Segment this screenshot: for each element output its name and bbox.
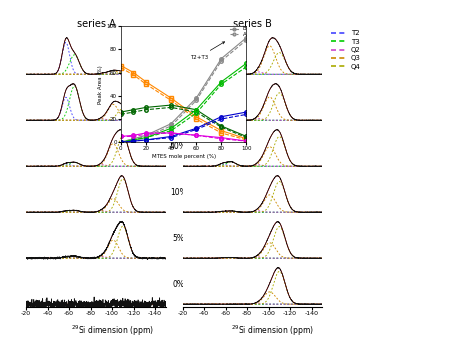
Text: 5%: 5% — [173, 234, 184, 243]
Text: 0%: 0% — [173, 280, 184, 289]
X-axis label: MTES mole percent (%): MTES mole percent (%) — [152, 154, 216, 159]
Y-axis label: Peak Area (%): Peak Area (%) — [99, 65, 103, 103]
Text: $^{29}$Si dimension (ppm): $^{29}$Si dimension (ppm) — [231, 324, 314, 338]
Title: series B: series B — [233, 19, 272, 29]
Legend: T2, T3, Q2, Q3, Q4: T2, T3, Q2, Q3, Q4 — [331, 30, 361, 70]
Text: 10%: 10% — [170, 188, 187, 197]
Text: 60%: 60% — [170, 96, 187, 105]
Text: $^{29}$Si dimension (ppm): $^{29}$Si dimension (ppm) — [72, 324, 154, 338]
Text: 40%: 40% — [170, 142, 187, 151]
Text: 80%: 80% — [170, 50, 187, 59]
Title: series A: series A — [77, 19, 115, 29]
Legend: B, A: B, A — [230, 26, 246, 37]
Text: T2+T3: T2+T3 — [190, 42, 225, 60]
